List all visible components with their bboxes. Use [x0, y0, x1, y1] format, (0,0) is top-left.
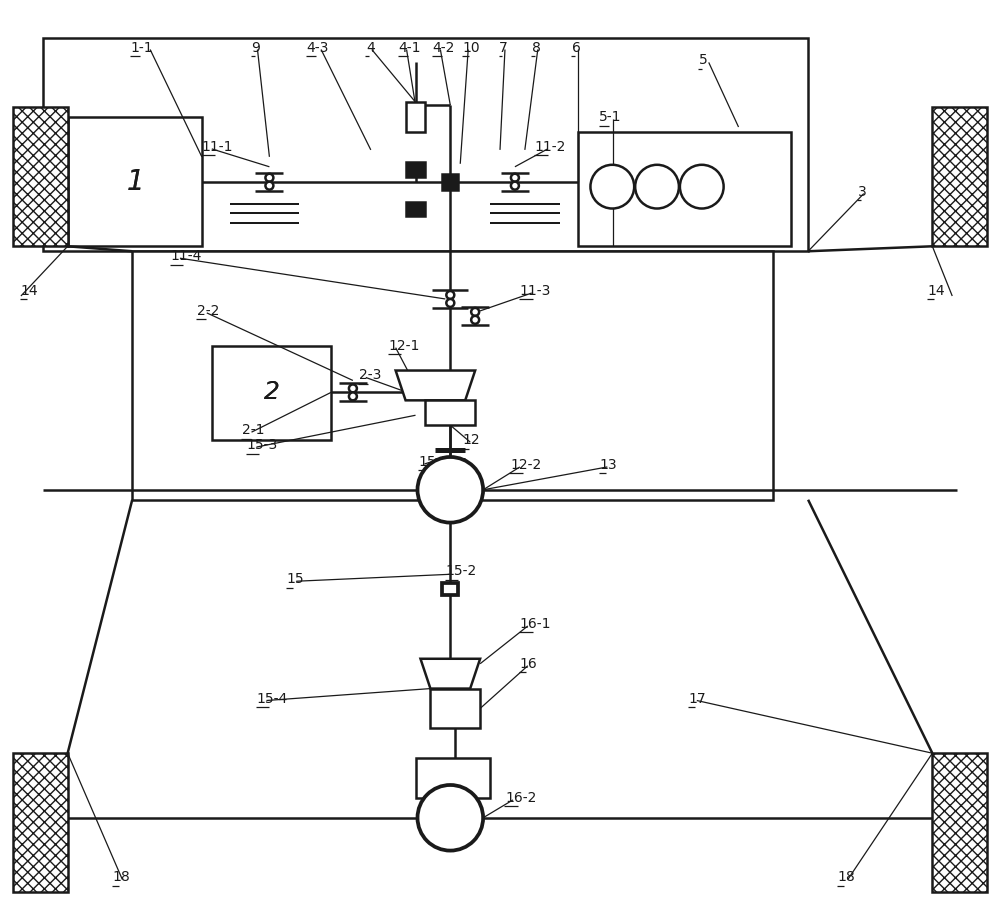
Bar: [212, 345, 331, 441]
Bar: [578, 132, 791, 246]
Text: 4: 4: [366, 40, 375, 55]
Circle shape: [511, 174, 519, 182]
Bar: [13, 107, 68, 246]
Text: 4-1: 4-1: [399, 40, 421, 55]
Text: 18: 18: [838, 870, 856, 885]
Text: 1: 1: [126, 167, 144, 196]
Circle shape: [511, 182, 519, 189]
Text: 11-4: 11-4: [170, 250, 201, 263]
Text: 2: 2: [263, 380, 279, 404]
Text: 3: 3: [858, 185, 867, 198]
Circle shape: [446, 299, 454, 307]
Circle shape: [635, 165, 679, 208]
Text: 11-3: 11-3: [520, 284, 551, 298]
Circle shape: [349, 392, 357, 400]
Text: 10: 10: [462, 40, 480, 55]
Text: 6: 6: [572, 40, 580, 55]
Text: 14: 14: [21, 284, 39, 298]
Polygon shape: [416, 758, 490, 798]
Text: 16-1: 16-1: [520, 617, 551, 631]
Text: 15: 15: [286, 572, 304, 586]
Bar: [406, 202, 425, 217]
Bar: [406, 162, 425, 176]
Circle shape: [349, 385, 357, 392]
Text: 9: 9: [252, 40, 260, 55]
Text: 11-2: 11-2: [535, 140, 566, 154]
Text: 2: 2: [263, 380, 279, 404]
Text: 11-1: 11-1: [202, 140, 233, 154]
Polygon shape: [425, 400, 475, 425]
Text: 12-2: 12-2: [510, 458, 541, 472]
Text: 2-3: 2-3: [359, 368, 381, 382]
Text: 12: 12: [462, 433, 480, 447]
Text: 15-2: 15-2: [445, 564, 477, 579]
Text: 2-1: 2-1: [242, 423, 264, 437]
Text: 16: 16: [520, 657, 538, 671]
Circle shape: [418, 785, 483, 851]
Text: 15-1: 15-1: [418, 455, 450, 469]
Text: 17: 17: [689, 692, 706, 706]
Text: 14: 14: [927, 284, 945, 298]
Circle shape: [590, 165, 634, 208]
Polygon shape: [420, 659, 480, 688]
Text: 8: 8: [532, 40, 541, 55]
Text: 5-1: 5-1: [599, 110, 622, 124]
Circle shape: [471, 308, 479, 316]
Bar: [132, 251, 773, 500]
Bar: [68, 117, 202, 246]
Text: 15-4: 15-4: [256, 692, 288, 706]
Bar: [442, 583, 458, 595]
Polygon shape: [430, 688, 480, 728]
Circle shape: [418, 457, 483, 523]
Bar: [932, 107, 987, 246]
Text: 2-2: 2-2: [197, 303, 219, 318]
Circle shape: [471, 316, 479, 324]
Text: 16-2: 16-2: [505, 791, 536, 805]
Circle shape: [446, 291, 454, 299]
Text: 1: 1: [126, 167, 144, 196]
Circle shape: [265, 182, 273, 189]
Bar: [13, 753, 68, 892]
Polygon shape: [396, 370, 475, 400]
Bar: [932, 753, 987, 892]
Bar: [442, 174, 458, 189]
Text: 12-1: 12-1: [389, 339, 420, 353]
Text: 15-3: 15-3: [247, 438, 278, 452]
Text: 5: 5: [699, 53, 708, 68]
Text: 4-3: 4-3: [306, 40, 329, 55]
Text: 18: 18: [112, 870, 130, 885]
Text: 1-1: 1-1: [130, 40, 153, 55]
Circle shape: [265, 174, 273, 182]
Text: 13: 13: [599, 458, 617, 472]
Bar: [43, 37, 808, 251]
Circle shape: [680, 165, 724, 208]
Bar: [406, 102, 425, 132]
Text: 7: 7: [499, 40, 508, 55]
Text: 4-2: 4-2: [432, 40, 455, 55]
